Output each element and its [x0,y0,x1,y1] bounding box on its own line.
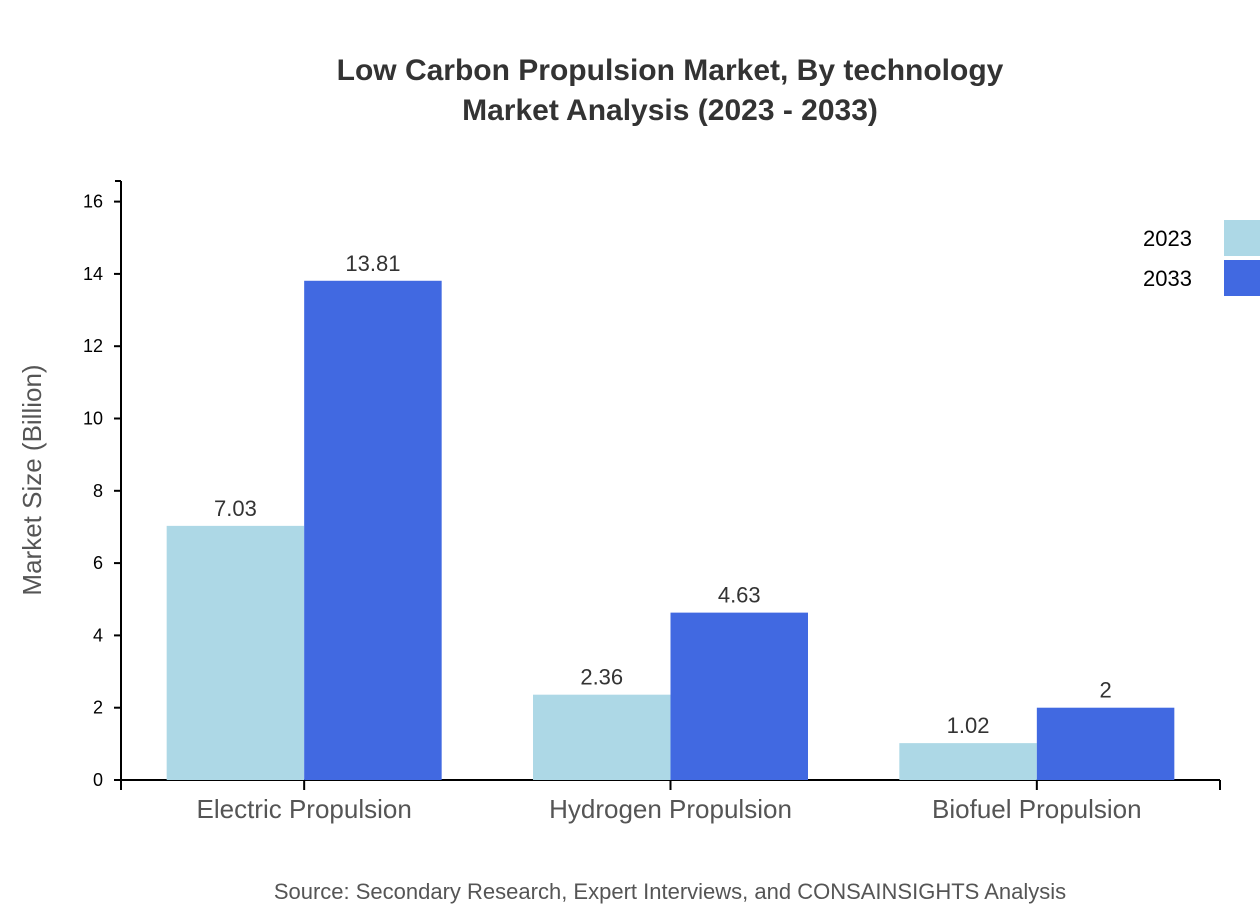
bar-2023 [166,525,305,780]
data-label: 2 [1099,678,1111,703]
chart-title: Low Carbon Propulsion Market, By technol… [337,54,1004,87]
source-note: Source: Secondary Research, Expert Inter… [274,879,1066,904]
x-tick-label: Hydrogen Propulsion [549,794,792,824]
y-tick-label: 12 [83,336,103,356]
y-axis-label: Market Size (Billion) [17,364,47,595]
y-axis: 0 2 4 6 8 10 12 14 16 [83,180,122,790]
legend-label: 2033 [1143,266,1192,291]
bar-2033 [304,280,442,780]
y-tick-label: 6 [93,553,103,573]
legend-swatch [1224,220,1260,256]
bar-2033 [670,612,808,780]
y-tick-label: 4 [93,625,103,645]
y-tick-label: 8 [93,481,103,501]
data-label: 4.63 [718,583,761,608]
data-label: 7.03 [214,496,257,521]
y-tick-label: 2 [93,698,103,718]
legend-swatch [1224,260,1260,296]
bars: 7.03 13.81 2.36 4.63 1.02 2 [166,251,1175,780]
y-tick-label: 0 [93,770,103,790]
bar-2033 [1036,707,1175,780]
bar-2023 [899,743,1037,780]
legend-label: 2023 [1143,226,1192,251]
x-tick-label: Electric Propulsion [197,794,412,824]
y-tick-label: 16 [83,192,103,212]
x-tick-label: Biofuel Propulsion [932,794,1142,824]
legend: 2023 2033 [1143,220,1260,296]
bar-2023 [533,694,671,780]
y-tick-label: 14 [83,264,103,284]
data-label: 13.81 [345,251,400,276]
x-axis: Electric Propulsion Hydrogen Propulsion Bi… [120,779,1221,824]
data-label: 1.02 [947,713,990,738]
y-tick-label: 10 [83,409,103,429]
chart-subtitle: Market Analysis (2023 - 2033) [462,94,878,127]
data-label: 2.36 [580,665,623,690]
